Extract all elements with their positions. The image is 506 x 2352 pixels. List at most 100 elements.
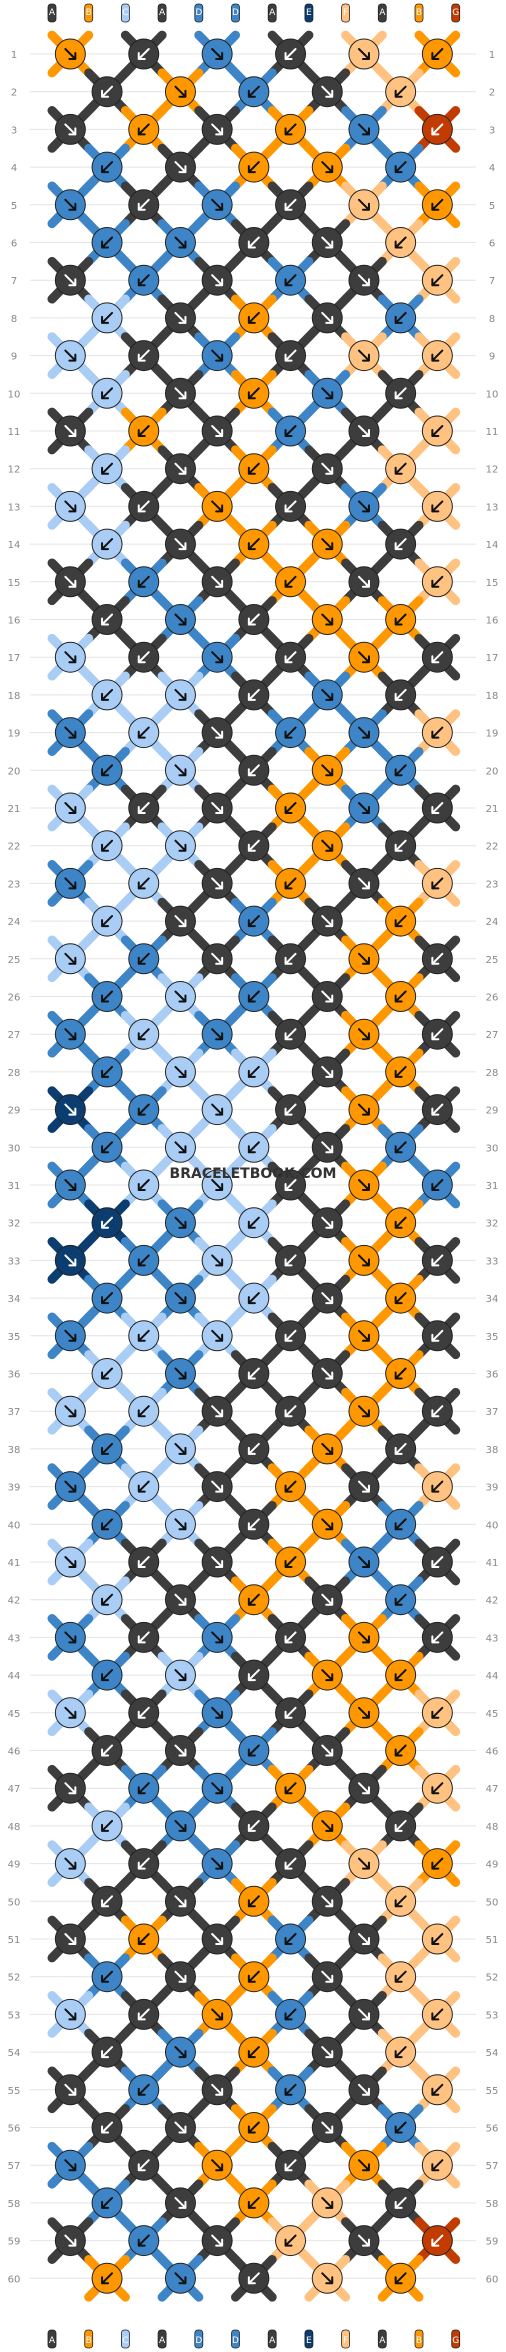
row-number-right: 10 [486, 389, 499, 400]
row-number-right: 6 [489, 239, 495, 250]
row-number-left: 35 [8, 1332, 21, 1343]
knot-arrow-icon [284, 500, 297, 513]
knot-arrow-icon [394, 2272, 407, 2285]
knot-arrow-icon [101, 1970, 114, 1983]
knot-arrow-icon [211, 1782, 224, 1795]
knot-arrow-icon [284, 425, 297, 437]
knot-arrow-icon [64, 2083, 77, 2096]
knot-arrow-icon [431, 1179, 444, 1191]
string-top-label: G [452, 8, 459, 18]
knot-arrow-icon [247, 1216, 260, 1229]
row-number-left: 55 [8, 2086, 21, 2097]
knot-arrow-icon [321, 1292, 334, 1305]
knot-arrow-icon [101, 2272, 114, 2285]
knot-arrow-icon [211, 198, 224, 211]
row-number-right: 55 [486, 2086, 499, 2097]
knot-arrow-icon [431, 877, 444, 890]
row-number-right: 58 [486, 2199, 499, 2210]
knot-arrow-icon [247, 236, 260, 249]
knot-arrow-icon [431, 952, 444, 965]
knot-arrow-icon [284, 726, 297, 739]
knot-arrow-icon [284, 2234, 297, 2247]
knot-arrow-icon [394, 1593, 407, 1606]
knot-arrow-icon [64, 1329, 77, 1342]
knot-arrow-icon [357, 2159, 370, 2172]
row-number-left: 24 [8, 917, 21, 928]
row-number-left: 8 [11, 314, 17, 325]
knot-arrow-icon [394, 1669, 407, 1682]
knot-arrow-icon [247, 990, 260, 1003]
row-number-right: 32 [486, 1219, 499, 1230]
knot-arrow-icon [357, 1028, 370, 1041]
knot-arrow-icon [137, 877, 150, 890]
row-number-right: 35 [486, 1332, 499, 1343]
knot-arrow-icon [137, 1103, 150, 1116]
row-number-right: 29 [486, 1106, 499, 1117]
knot-arrow-icon [321, 613, 334, 626]
knot-arrow-icon [101, 387, 114, 400]
knot-arrow-icon [174, 839, 187, 852]
knot-arrow-icon [247, 1141, 260, 1154]
row-number-left: 12 [8, 465, 21, 476]
string-bottom-2 [84, 2329, 94, 2349]
string-top-5 [194, 3, 204, 23]
knot-arrow-icon [431, 425, 444, 437]
knot-arrow-icon [64, 48, 77, 60]
knot-arrow-icon [247, 462, 260, 475]
knot-arrow-icon [357, 1405, 370, 1418]
knot-arrow-icon [64, 1556, 77, 1568]
knot-arrow-icon [211, 651, 224, 664]
knot-arrow-icon [64, 274, 77, 287]
knot-arrow-icon [394, 688, 407, 701]
knot-arrow-icon [431, 1556, 444, 1568]
knot-arrow-icon [357, 2083, 370, 2096]
knot-arrow-icon [321, 1065, 334, 1078]
row-number-right: 1 [489, 50, 495, 61]
knot-arrow-icon [284, 1857, 297, 1870]
knot-arrow-icon [321, 839, 334, 852]
row-number-left: 56 [8, 2124, 21, 2135]
knot-arrow-icon [284, 349, 297, 362]
knot-arrow-icon [137, 1631, 150, 1644]
row-number-right: 17 [486, 653, 499, 664]
knot-arrow-icon [247, 85, 260, 98]
knot-arrow-icon [211, 1254, 224, 1267]
knot-arrow-icon [394, 462, 407, 475]
row-number-left: 52 [8, 1973, 21, 1984]
knot-arrow-icon [64, 500, 77, 513]
knot-arrow-icon [284, 1782, 297, 1795]
row-number-left: 58 [8, 2199, 21, 2210]
knot-arrow-icon [321, 311, 334, 324]
row-number-left: 19 [8, 729, 21, 740]
row-number-left: 17 [8, 653, 21, 664]
knot-arrow-icon [174, 538, 187, 551]
row-number-right: 37 [486, 1407, 499, 1418]
knot-arrow-icon [211, 575, 224, 588]
knot-arrow-icon [284, 1329, 297, 1342]
knot-arrow-icon [284, 123, 297, 136]
string-top-4 [157, 3, 167, 23]
row-number-right: 34 [486, 1294, 499, 1305]
knot-arrow-icon [101, 1292, 114, 1305]
knot-arrow-icon [247, 1970, 260, 1983]
knot-arrow-icon [321, 764, 334, 777]
knot-arrow-icon [321, 236, 334, 249]
knot-arrow-icon [211, 2234, 224, 2247]
knot-arrow-icon [174, 1367, 187, 1380]
string-bottom-label: D [232, 2336, 239, 2346]
knot-arrow-icon [174, 915, 187, 928]
knot-arrow-icon [284, 1254, 297, 1267]
knot-arrow-icon [394, 764, 407, 777]
knot-arrow-icon [211, 123, 224, 136]
row-number-right: 9 [489, 352, 495, 363]
row-number-right: 50 [486, 1897, 499, 1908]
knot-arrow-icon [101, 613, 114, 626]
row-number-right: 27 [486, 1030, 499, 1041]
row-number-left: 45 [8, 1709, 21, 1720]
knot-arrow-icon [357, 2008, 370, 2021]
row-number-right: 43 [486, 1633, 499, 1644]
knot-arrow-icon [137, 802, 150, 814]
knot-arrow-icon [431, 575, 444, 588]
knot-arrow-icon [357, 1254, 370, 1267]
